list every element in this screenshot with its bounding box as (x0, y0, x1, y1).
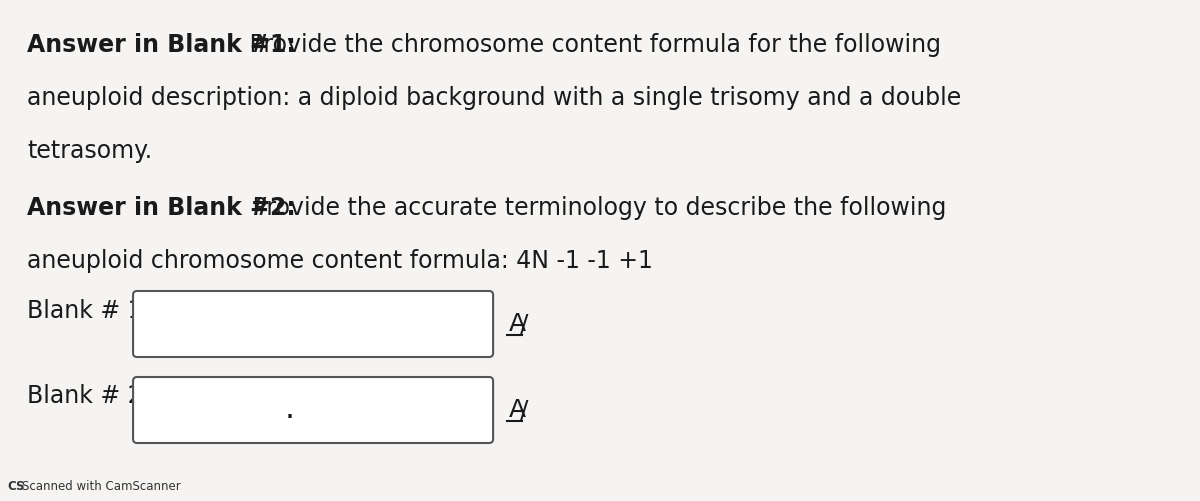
Text: aneuploid description: a diploid background with a single trisomy and a double: aneuploid description: a diploid backgro… (28, 86, 961, 110)
Text: CS: CS (8, 480, 25, 493)
FancyBboxPatch shape (133, 291, 493, 357)
Text: Blank # 2: Blank # 2 (28, 384, 143, 408)
Text: Scanned with CamScanner: Scanned with CamScanner (22, 480, 180, 493)
Text: Answer in Blank #1:: Answer in Blank #1: (28, 33, 296, 57)
FancyBboxPatch shape (133, 377, 493, 443)
Text: A: A (509, 312, 526, 336)
Text: /: / (521, 312, 529, 336)
Text: Answer in Blank #2:: Answer in Blank #2: (28, 196, 296, 220)
Text: A: A (509, 398, 526, 422)
Text: aneuploid chromosome content formula: 4N -1 -1 +1: aneuploid chromosome content formula: 4N… (28, 249, 653, 273)
Text: .: . (284, 394, 295, 425)
Text: Blank # 1: Blank # 1 (28, 299, 143, 323)
Text: Provide the chromosome content formula for the following: Provide the chromosome content formula f… (241, 33, 941, 57)
Text: tetrasomy.: tetrasomy. (28, 139, 152, 163)
Text: /: / (521, 398, 529, 422)
Text: Provide the accurate terminology to describe the following: Provide the accurate terminology to desc… (245, 196, 946, 220)
